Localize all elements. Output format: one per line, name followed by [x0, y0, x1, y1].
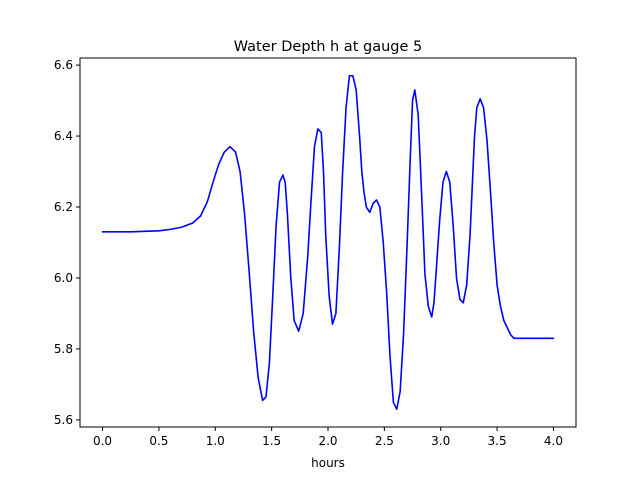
x-tick-label: 3.0 [431, 434, 450, 448]
y-tick-label: 5.6 [54, 413, 73, 427]
y-tick-label: 6.4 [54, 129, 73, 143]
x-tick-label: 1.0 [206, 434, 225, 448]
x-tick-label: 1.5 [262, 434, 281, 448]
x-tick-label: 4.0 [544, 434, 563, 448]
y-tick-label: 5.8 [54, 342, 73, 356]
x-tick-label: 2.0 [318, 434, 337, 448]
plot-area: 0.0 0.5 1.0 1.5 2.0 2.5 3.0 3.5 4.0 5.6 5.8 6.0 6.2 6… [54, 57, 577, 448]
x-tick-label: 0.0 [93, 434, 112, 448]
chart-title: Water Depth h at gauge 5 [234, 39, 422, 55]
y-tick-label: 6.2 [54, 200, 73, 214]
y-tick-label: 6.6 [54, 58, 73, 72]
y-tick-label: 6.0 [54, 271, 73, 285]
x-tick-label: 3.5 [488, 434, 507, 448]
x-tick-label: 0.5 [149, 434, 168, 448]
x-axis-title: hours [311, 456, 345, 470]
series-line-0 [101, 74, 555, 411]
x-tick-label: 2.5 [375, 434, 394, 448]
